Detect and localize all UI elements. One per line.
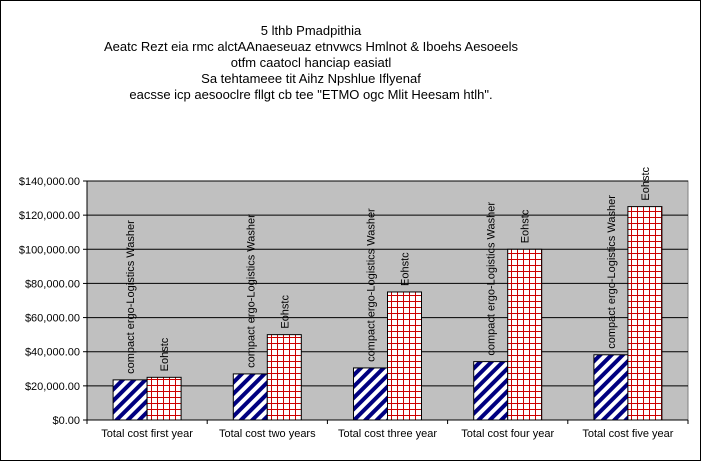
chart-title-line: otfm caatocl hanciap easiatl	[231, 55, 392, 70]
y-tick-label: $100,000.00	[19, 244, 80, 256]
y-tick-label: $0.00	[52, 415, 80, 427]
chart-title: 5 lthb Pmadpithia Aeatc Rezt eia rmc alc…	[104, 23, 519, 102]
bar-series-1	[112, 379, 148, 421]
data-label: compact ergo-Logistics Washer	[245, 214, 257, 368]
y-tick-label: $120,000.00	[19, 210, 80, 222]
bars	[112, 206, 663, 421]
bar-series-1	[232, 373, 268, 421]
y-tick-label: $20,000.00	[25, 381, 80, 393]
bar-series-2	[387, 291, 422, 421]
data-label: compact ergo-Logistics Washer	[606, 195, 618, 349]
y-tick-label: $40,000.00	[25, 347, 80, 359]
x-tick-label: Total cost four year	[461, 428, 554, 440]
x-tick-label: Total cost three year	[338, 428, 437, 440]
bar-series-2	[627, 206, 663, 421]
chart-title-line: eacsse icp aesooclre fllgt cb tee "ETMO …	[129, 87, 492, 102]
y-tick-label: $140,000.00	[19, 176, 80, 188]
data-label: Eohstc	[400, 252, 412, 286]
bar-series-2	[507, 248, 543, 421]
data-label: compact ergo-Logistics Washer	[366, 208, 378, 362]
data-label: compact ergo-Logistics Washer	[486, 202, 498, 356]
data-label: compact ergo-Logistics Washer	[125, 220, 137, 374]
bar-series-2	[146, 376, 182, 421]
x-tick-label: Total cost five year	[582, 428, 673, 440]
y-tick-label: $80,000.00	[25, 278, 80, 290]
x-axis: Total cost first year Total cost two year…	[86, 419, 689, 440]
gridlines	[87, 180, 688, 387]
x-tick-label: Total cost first year	[101, 428, 193, 440]
bar-series-2	[266, 334, 302, 421]
bar-series-1	[353, 367, 388, 421]
data-label: Eohstc	[640, 166, 652, 200]
data-label: Eohstc	[159, 337, 171, 371]
chart-title-line: 5 lthb Pmadpithia	[261, 23, 362, 38]
y-tick-label: $60,000.00	[25, 313, 80, 325]
data-label: Eohstc	[520, 209, 532, 243]
data-label: Eohstc	[279, 295, 291, 329]
data-labels: compact ergo-Logistics Washer Eohstc compa…	[125, 166, 652, 373]
chart-title-line: Aeatc Rezt eia rmc alctAAnaeseuaz etnvwc…	[104, 39, 519, 54]
x-tick-label: Total cost two years	[219, 428, 316, 440]
bar-series-1	[593, 354, 629, 421]
chart-title-line: Sa tehtameee tit Aihz Npshlue Iflyenaf	[201, 71, 421, 86]
bar-series-1	[473, 361, 509, 421]
y-axis: $0.00 $20,000.00 $40,000.00 $60,000.00 $80,0…	[19, 176, 88, 427]
